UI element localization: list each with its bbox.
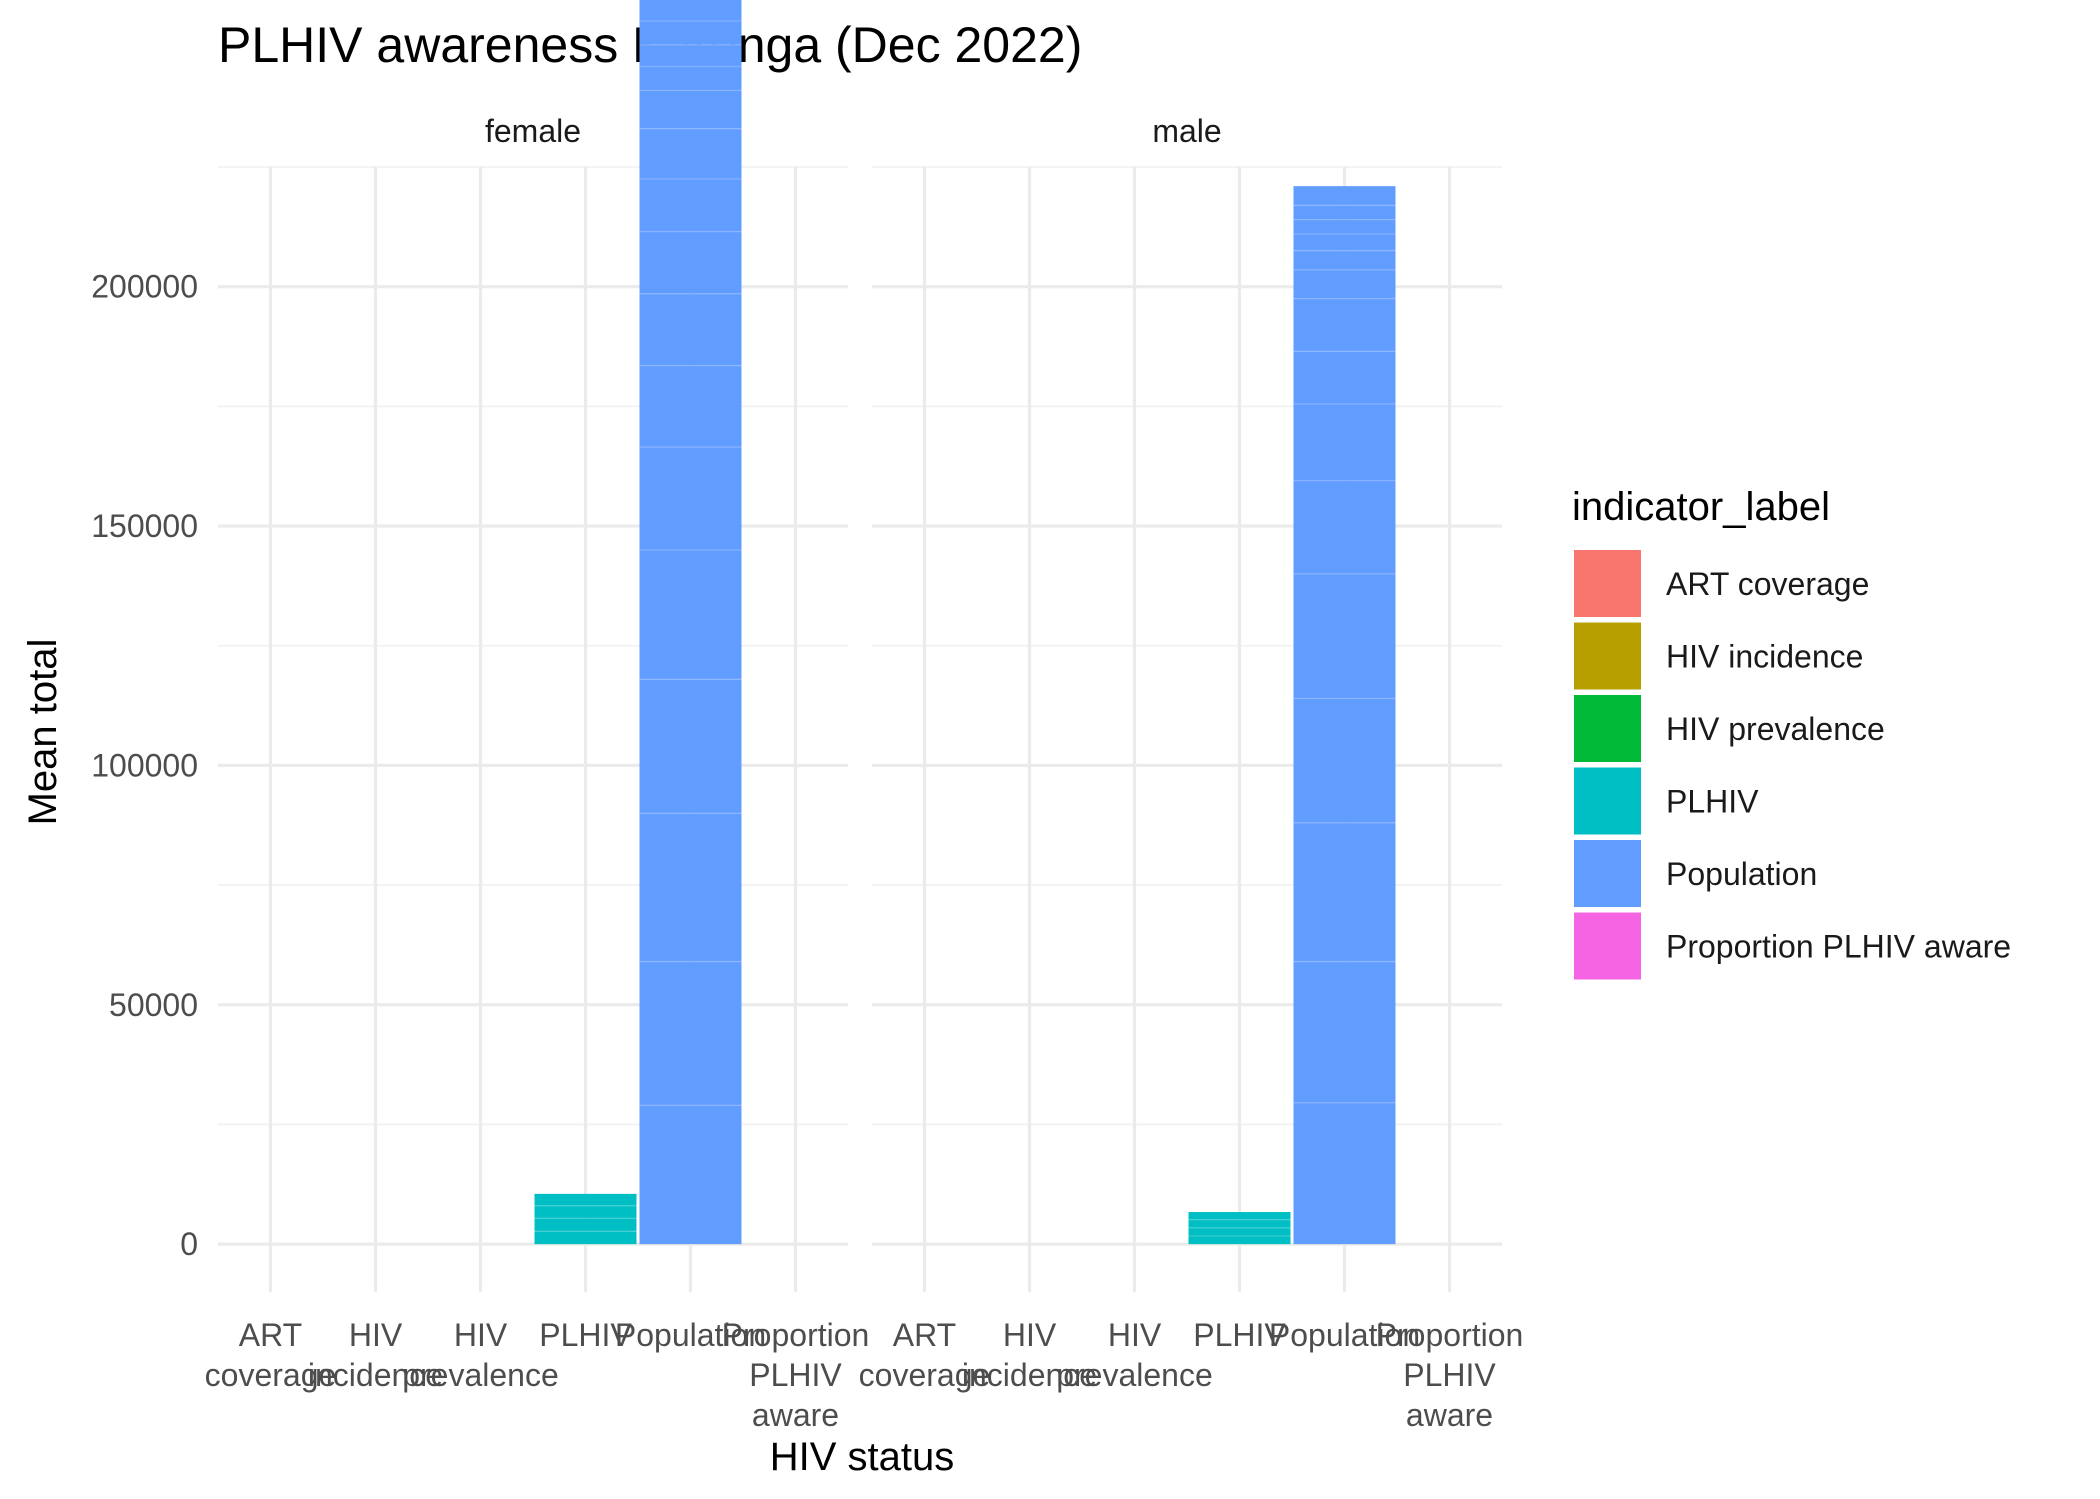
bar-female-population-segment-4: [639, 549, 742, 680]
bar-female-plhiv-segment-1: [534, 1218, 637, 1232]
strip-label-female: female: [485, 113, 581, 149]
legend-title: indicator_label: [1572, 485, 1830, 529]
y-axis-title: Mean total: [21, 639, 65, 826]
bar-female-population-segment-14: [639, 20, 742, 45]
bar-male-plhiv-segment-1: [1188, 1227, 1291, 1236]
legend-label-art-coverage: ART coverage: [1666, 566, 1869, 602]
legend-label-proportion-plhiv-aware: Proportion PLHIV aware: [1666, 929, 2011, 965]
bar-male-population-segment-10: [1293, 250, 1396, 270]
bar-female-population-segment-2: [639, 813, 742, 962]
bar-female-population-segment-13: [639, 44, 742, 67]
x-tick-label-male-proportion-plhiv-aware: Proportion PLHIV aware: [1376, 1317, 1524, 1433]
bar-male-population-segment-13: [1293, 205, 1396, 220]
bar-male-population-segment-9: [1293, 269, 1396, 299]
bar-female-population-segment-12: [639, 66, 742, 91]
x-tick-label-male-hiv-prevalence: HIV prevalence: [1056, 1317, 1213, 1393]
legend-label-population: Population: [1666, 856, 1817, 892]
x-tick-label-male-population: Population: [1269, 1317, 1420, 1353]
bar-male-population-segment-2: [1293, 822, 1396, 962]
bar-male-population-segment-0: [1293, 1102, 1396, 1245]
bar-female-population-segment-15: [639, 0, 742, 21]
bar-female-plhiv-segment-2: [534, 1205, 637, 1219]
x-axis-title: HIV status: [770, 1435, 955, 1479]
bar-male-population-segment-14: [1293, 186, 1396, 206]
bar-female-population-segment-8: [639, 231, 742, 294]
bar-male-plhiv-segment-0: [1188, 1235, 1291, 1245]
x-tick-label-female-hiv-incidence: HIV incidence: [308, 1317, 443, 1393]
bar-female-population-segment-6: [639, 365, 742, 448]
bar-male-population-segment-11: [1293, 234, 1396, 251]
bar-female-population-segment-11: [639, 90, 742, 129]
bar-male-plhiv-segment-2: [1188, 1219, 1291, 1228]
y-axis: 0 50000 100000 150000 200000: [91, 269, 198, 1262]
bar-male-plhiv-segment-3: [1188, 1212, 1291, 1220]
bar-female-population-segment-10: [639, 128, 742, 179]
y-tick-label: 50000: [109, 987, 198, 1023]
bar-female-plhiv-segment-0: [534, 1231, 637, 1245]
legend-label-plhiv: PLHIV: [1666, 784, 1759, 820]
legend-key-hiv-prevalence: [1574, 695, 1641, 762]
bar-female-population-segment-9: [639, 178, 742, 232]
y-tick-label: 100000: [91, 747, 198, 783]
bar-female-plhiv-segment-3: [534, 1193, 637, 1206]
bar-male-population-segment-8: [1293, 298, 1396, 352]
y-tick-label: 200000: [91, 269, 198, 305]
legend-key-plhiv: [1574, 767, 1641, 835]
legend-key-population: [1574, 840, 1641, 907]
legend-key-hiv-incidence: [1574, 622, 1641, 690]
x-tick-label-male-hiv-incidence: HIV incidence: [962, 1317, 1097, 1393]
bar-female-population-segment-3: [639, 679, 742, 814]
legend: indicator_label ART coverage HIV incidenc…: [1572, 485, 2011, 980]
bar-male-population-segment-3: [1293, 698, 1396, 823]
legend-label-hiv-incidence: HIV incidence: [1666, 639, 1863, 675]
y-tick-label: 150000: [91, 508, 198, 544]
legend-label-hiv-prevalence: HIV prevalence: [1666, 711, 1885, 747]
x-tick-label-male-art-coverage: ART coverage: [859, 1317, 991, 1393]
legend-key-proportion-plhiv-aware: [1574, 912, 1641, 980]
bar-male-population-segment-5: [1293, 480, 1396, 574]
bar-male-population-segment-6: [1293, 403, 1396, 481]
legend-key-art-coverage: [1574, 550, 1641, 617]
bar-male-population-segment-1: [1293, 961, 1396, 1103]
bar-male-population-segment-4: [1293, 573, 1396, 699]
x-tick-label-female-population: Population: [615, 1317, 766, 1353]
strip-label-male: male: [1152, 113, 1221, 149]
bar-male-population-segment-7: [1293, 351, 1396, 404]
x-tick-label-female-plhiv: PLHIV: [539, 1317, 632, 1353]
x-tick-label-female-proportion-plhiv-aware: Proportion PLHIV aware: [722, 1317, 870, 1433]
x-tick-label-male-plhiv: PLHIV: [1193, 1317, 1286, 1353]
y-tick-label: 0: [180, 1226, 198, 1262]
x-tick-label-female-hiv-prevalence: HIV prevalence: [402, 1317, 559, 1393]
bar-female-population-segment-0: [639, 1105, 742, 1245]
bar-female-population-segment-5: [639, 447, 742, 550]
x-tick-label-female-art-coverage: ART coverage: [205, 1317, 337, 1393]
bar-male-population-segment-12: [1293, 219, 1396, 235]
bar-female-population-segment-7: [639, 293, 742, 366]
bar-female-population-segment-1: [639, 961, 742, 1106]
